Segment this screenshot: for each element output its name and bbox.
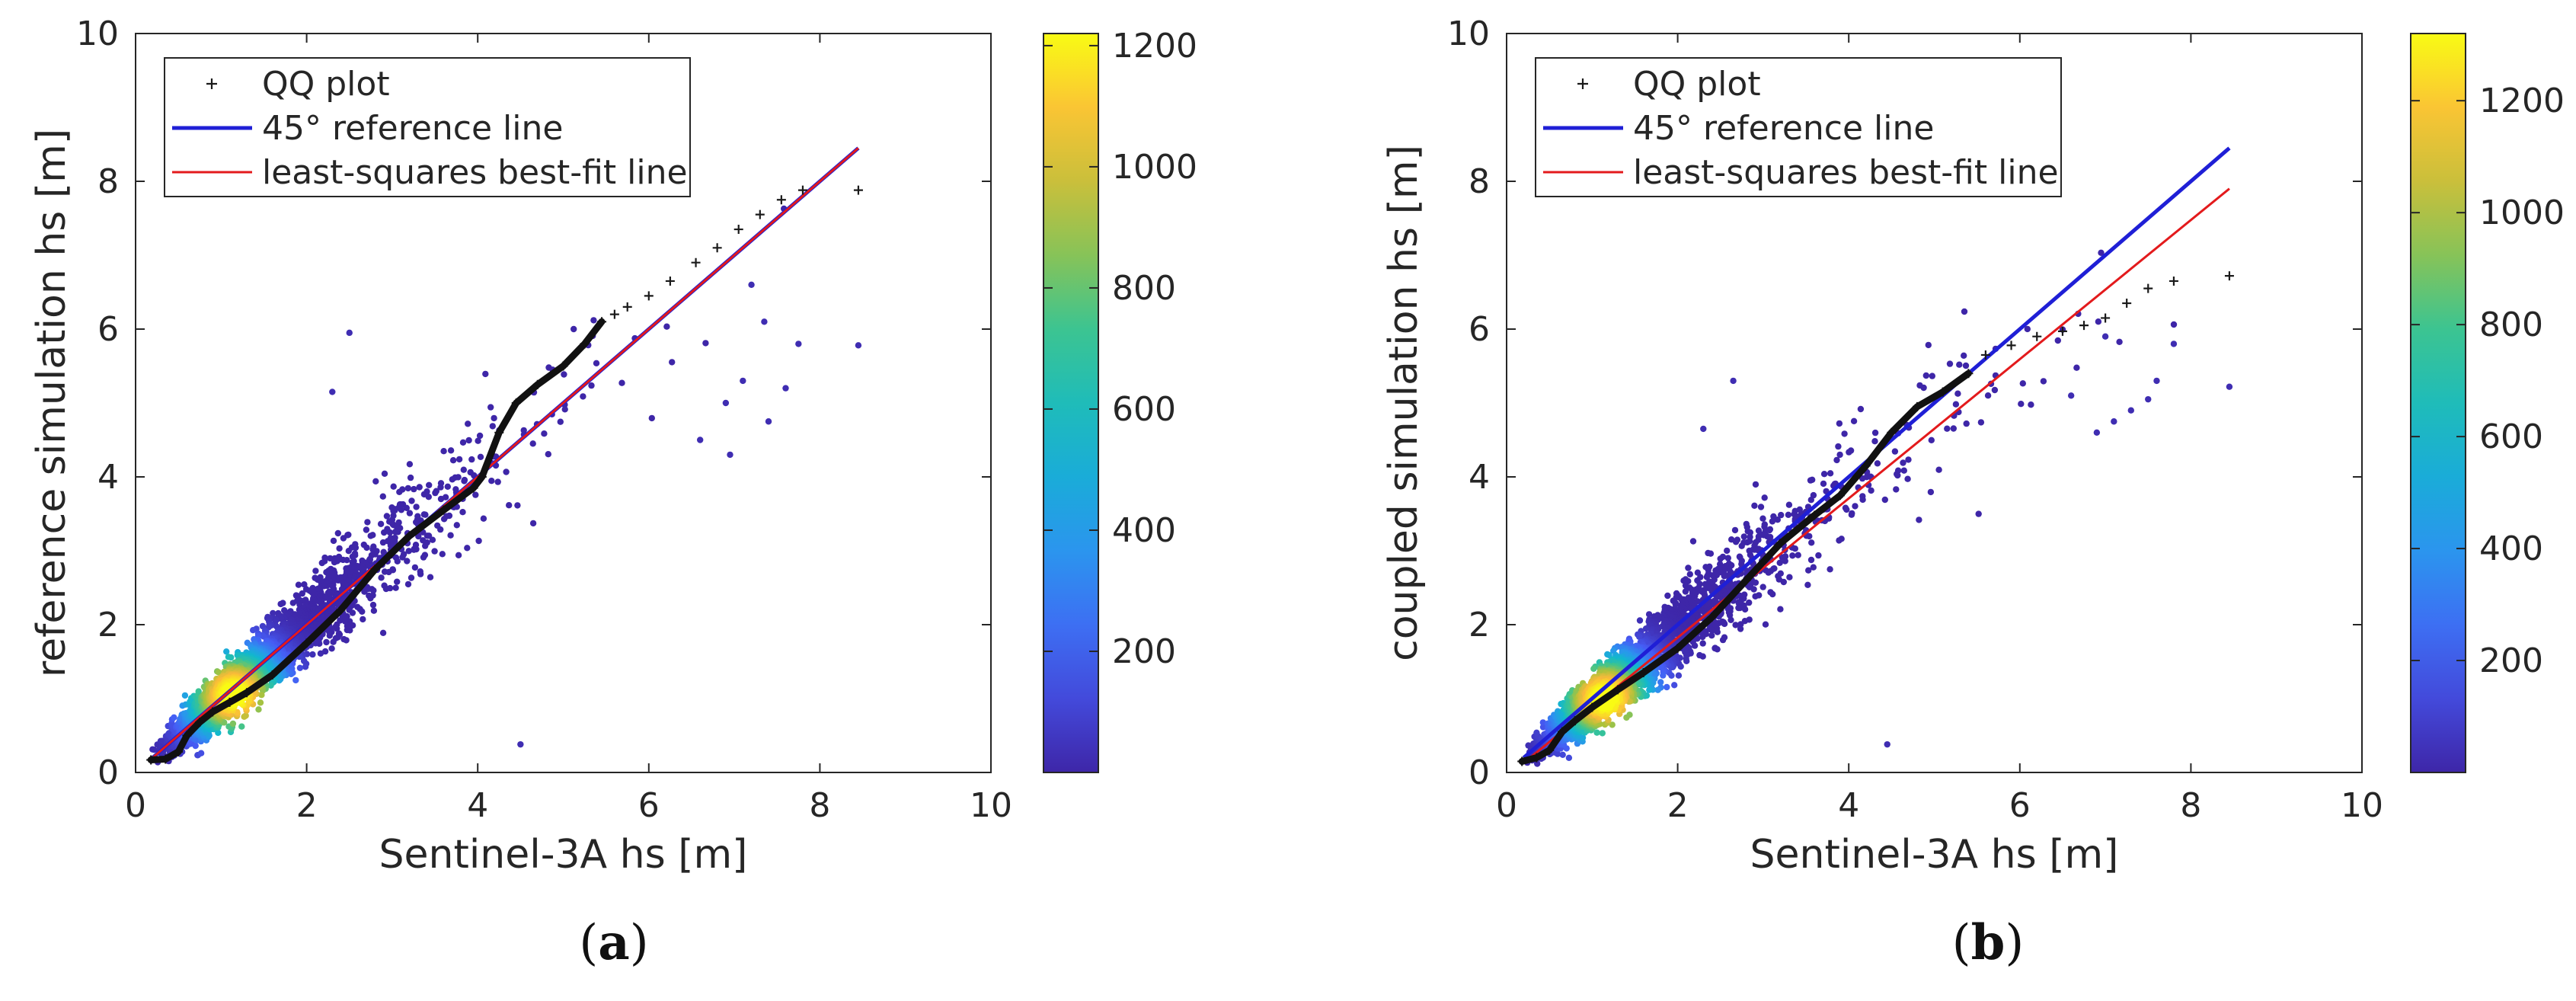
colorbar: 200 400 600 800 1000 1200 [1044,27,1197,772]
x-tick-label: 6 [638,786,660,825]
outlier-point [855,342,861,348]
outlier-point [697,437,703,443]
outlier-point [2171,341,2177,347]
outlier-point [2102,334,2108,340]
outlier-point [723,400,729,406]
x-tick-label: 4 [1838,786,1859,825]
outlier-point [765,418,772,424]
y-tick-label: 2 [97,606,119,644]
colorbar-tick-label: 600 [2479,417,2543,456]
legend-label: 45° reference line [1633,109,1934,148]
outlier-point [2094,430,2100,436]
legend-label: QQ plot [1633,65,1761,104]
x-tick-label: 6 [2009,786,2031,825]
colorbar-gradient [2411,34,2466,772]
colorbar-tick-label: 1200 [2479,82,2565,120]
y-tick-label: 0 [1469,753,1490,792]
x-tick-label: 8 [809,786,830,825]
outlier-point [2128,408,2134,414]
outlier-point [795,341,801,347]
colorbar-tick-label: 800 [1112,269,1176,308]
y-axis-label: coupled simulation hs [m] [1381,145,1427,661]
outlier-point [782,385,788,391]
outlier-point [2145,396,2151,402]
outlier-point [1884,741,1890,747]
y-tick-label: 6 [97,310,119,349]
x-tick-label: 0 [125,786,146,825]
x-axis-label: Sentinel-3A hs [m] [1750,832,2119,878]
y-tick-label: 0 [97,753,119,792]
y-tick-label: 4 [1469,458,1490,497]
y-axis-label: reference simulation hs [m] [29,129,75,677]
outlier-point [517,741,523,747]
legend: QQ plot 45° reference line least-squares b… [165,58,690,197]
legend-label: QQ plot [262,65,390,104]
chart-panel-a: 0 2 4 6 8 10 0 2 4 6 8 10 Sentinel-3A hs [m] referenc… [29,14,1197,878]
outlier-point [347,330,353,336]
x-tick-label: 2 [1667,786,1689,825]
outlier-point [761,318,767,325]
outlier-point [2153,378,2159,384]
legend-label: least-squares best-fit line [1633,153,2059,192]
outlier-point [329,389,335,395]
y-tick-label: 2 [1469,606,1490,644]
legend: QQ plot 45° reference line least-squares b… [1536,58,2061,197]
colorbar: 200 400 600 800 1000 1200 [2411,34,2565,772]
colorbar-tick-label: 1000 [1112,148,1197,187]
legend-label: least-squares best-fit line [262,153,688,192]
colorbar-tick-label: 200 [1112,632,1176,671]
colorbar-tick-label: 200 [2479,641,2543,680]
x-tick-label: 0 [1496,786,1517,825]
colorbar-tick-label: 400 [1112,511,1176,550]
y-tick-label: 10 [76,14,119,53]
colorbar-tick-label: 400 [2479,529,2543,568]
colorbar-gradient [1044,34,1098,772]
colorbar-tick-label: 600 [1112,390,1176,429]
x-tick-label: 10 [970,786,1012,825]
x-axis-label: Sentinel-3A hs [m] [379,832,748,878]
y-tick-label: 6 [1469,310,1490,349]
caption-a: (a) [538,914,690,971]
colorbar-tick-label: 1200 [1112,27,1197,66]
outlier-point [2111,418,2117,424]
y-tick-label: 10 [1447,14,1490,53]
caption-b: (b) [1912,914,2064,971]
legend-label: 45° reference line [262,109,563,148]
outlier-point [727,452,733,458]
x-tick-label: 4 [467,786,488,825]
y-tick-label: 8 [97,162,119,201]
colorbar-tick-label: 800 [2479,305,2543,344]
x-tick-label: 10 [2341,786,2383,825]
outlier-point [1700,426,1706,432]
colorbar-tick-label: 1000 [2479,193,2565,232]
outlier-point [2068,392,2074,398]
x-tick-label: 2 [296,786,318,825]
chart-panel-b: 0 2 4 6 8 10 0 2 4 6 8 10 Sentinel-3A hs [m] coupled … [1381,14,2565,878]
outlier-point [740,378,746,384]
outlier-point [2226,383,2232,389]
x-tick-label: 8 [2180,786,2201,825]
outlier-point [748,282,754,288]
y-tick-label: 4 [97,458,119,497]
y-tick-label: 8 [1469,162,1490,201]
outlier-point [1730,378,1736,384]
